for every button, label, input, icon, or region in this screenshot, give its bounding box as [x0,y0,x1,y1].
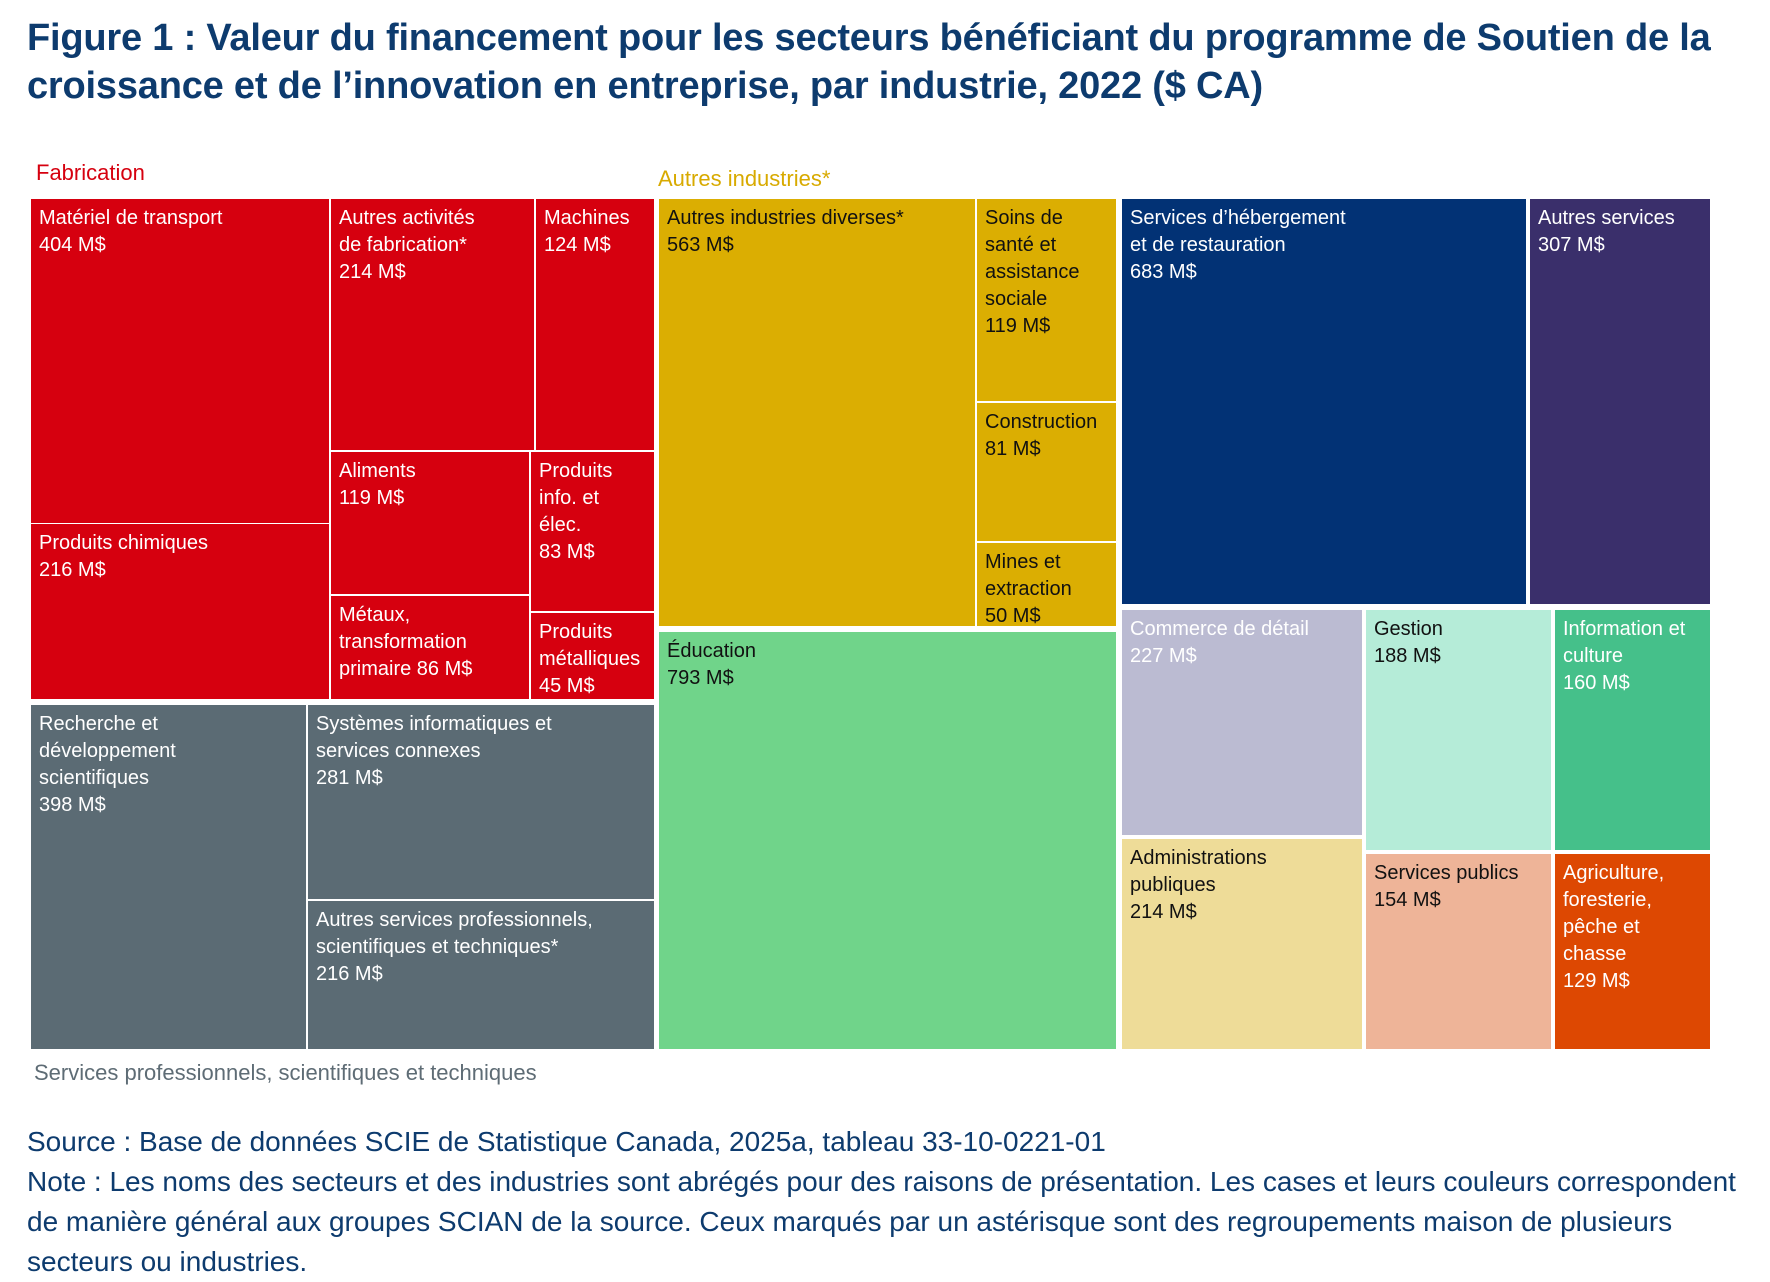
tile-value: 398 M$ [39,794,106,816]
tile-produits-info-elec: Produits info. et élec. 83 M$ [531,452,654,611]
tile-construction: Construction 81 M$ [977,403,1116,541]
tile-label: Produits [539,621,613,643]
tile-label: culture [1563,645,1624,667]
tile-label: Autres services professionnels, [316,909,593,931]
tile-label: Produits chimiques [39,532,208,554]
tile-education: Éducation 793 M$ [659,632,1116,1049]
tile-label: Aliments [339,460,416,482]
tile-autres-services: Autres services 307 M$ [1530,199,1710,604]
tile-label: Information et [1563,618,1686,640]
tile-value: primaire 86 M$ [339,658,473,680]
tile-recherche-developpement: Recherche et développement scientifiques 39… [31,705,306,1049]
tile-label: Machines [544,207,630,229]
chart-title: Figure 1 : Valeur du financement pour le… [27,17,1711,107]
tile-label: chasse [1563,943,1627,965]
tile-value: 188 M$ [1374,645,1441,667]
tile-label: info. et élec. [539,487,600,536]
tile-produits-chimiques: Produits chimiques 216 M$ [31,524,329,699]
tile-value: 404 M$ [39,234,106,256]
tile-value: 119 M$ [985,315,1051,337]
tile-value: 119 M$ [339,487,405,509]
tile-label: Autres industries diverses* [667,207,904,229]
tile-value: 683 M$ [1130,261,1197,283]
tile-autres-activites-fabrication: Autres activités de fabrication* 214 M$ [331,199,534,450]
tile-value: 793 M$ [667,667,734,689]
tile-information-culture: Information et culture 160 M$ [1555,610,1710,850]
tile-label: publiques [1130,874,1216,896]
tile-label: métalliques [539,648,641,670]
tile-value: 129 M$ [1563,970,1630,992]
group-label-services-professionnels: Services professionnels, scientifiques e… [34,1060,537,1085]
tile-label: transformation [339,631,467,653]
tile-services-publics: Services publics 154 M$ [1366,854,1551,1049]
tile-value: 281 M$ [316,767,383,789]
tile-label: Systèmes informatiques et [316,713,552,735]
tile-materiel-transport: Matériel de transport 404 M$ [31,199,329,523]
source-note: Source : Base de données SCIE de Statist… [27,1126,1106,1157]
tile-label: de fabrication* [339,234,467,256]
tile-label: scientifiques [39,767,150,789]
tile-label: scientifiques et techniques* [316,936,559,958]
tile-label: développement [39,740,176,762]
tile-gestion: Gestion 188 M$ [1366,610,1551,850]
tile-machines: Machines 124 M$ [536,199,654,450]
tile-value: 216 M$ [316,963,383,985]
tile-value: 214 M$ [339,261,406,283]
tile-autres-services-professionnels: Autres services professionnels, scientifi… [308,901,654,1049]
tile-label: Services publics [1374,862,1519,884]
tile-hebergement-restauration: Services d’hébergement et de restauration… [1122,199,1526,604]
tile-value: 307 M$ [1538,234,1605,256]
tile-label: Agriculture, [1563,862,1665,884]
tile-label: Recherche et [39,713,158,735]
tile-value: 214 M$ [1130,901,1197,923]
tile-value: 50 M$ [985,605,1041,626]
tile-value: 227 M$ [1130,645,1197,667]
chart-footer: Source : Base de données SCIE de Statist… [27,1122,1747,1282]
tile-mines-extraction: Mines et extraction 50 M$ [977,543,1116,626]
tile-label: pêche et [1563,916,1640,938]
tile-agriculture: Agriculture, foresterie, pêche et chasse 129… [1555,854,1710,1049]
tile-value: 563 M$ [667,234,734,256]
tile-label: assistance [985,261,1080,283]
explanatory-note: Note : Les noms des secteurs et des indu… [27,1166,1736,1277]
tile-soins-sante: Soins de santé et assistance sociale 119 M$ [977,199,1116,401]
tile-value: 45 M$ [539,675,595,697]
tile-label: Gestion [1374,618,1443,640]
tile-label: Commerce de détail [1130,618,1309,640]
tile-aliments: Aliments 119 M$ [331,452,529,594]
tile-value: 124 M$ [544,234,611,256]
tile-label: Mines et [985,551,1061,573]
tile-administrations-publiques: Administrations publiques 214 M$ [1122,839,1362,1049]
tile-label: Éducation [667,640,756,662]
tile-value: 154 M$ [1374,889,1441,911]
tile-commerce-detail: Commerce de détail 227 M$ [1122,610,1362,835]
tile-produits-metalliques: Produits métalliques 45 M$ [531,613,654,699]
tile-label: Autres activités [339,207,475,229]
tile-label: Autres services [1538,207,1675,229]
tile-metaux: Métaux, transformation primaire 86 M$ [331,596,529,699]
tile-label: santé et [985,234,1057,256]
tile-label: Services d’hébergement [1130,207,1346,229]
tile-systemes-informatiques: Systèmes informatiques et services connex… [308,705,654,899]
tile-label: Administrations [1130,847,1267,869]
tile-label: Produits [539,460,613,482]
tile-autres-industries-diverses: Autres industries diverses* 563 M$ [659,199,975,626]
tile-label: services connexes [316,740,481,762]
tile-label: Matériel de transport [39,207,223,229]
tile-value: 216 M$ [39,559,106,581]
group-label-fabrication: Fabrication [36,160,145,185]
tile-label: Soins de [985,207,1063,229]
tile-label: Construction [985,411,1098,433]
tile-label: sociale [985,288,1048,310]
tile-label: foresterie, [1563,889,1652,911]
tile-value: 81 M$ [985,438,1041,460]
tile-label: Métaux, [339,604,411,626]
tile-label: et de restauration [1130,234,1286,256]
tile-value: 160 M$ [1563,672,1630,694]
tile-value: 83 M$ [539,541,595,563]
group-label-autres-industries: Autres industries* [658,166,831,191]
tile-label: extraction [985,578,1072,600]
